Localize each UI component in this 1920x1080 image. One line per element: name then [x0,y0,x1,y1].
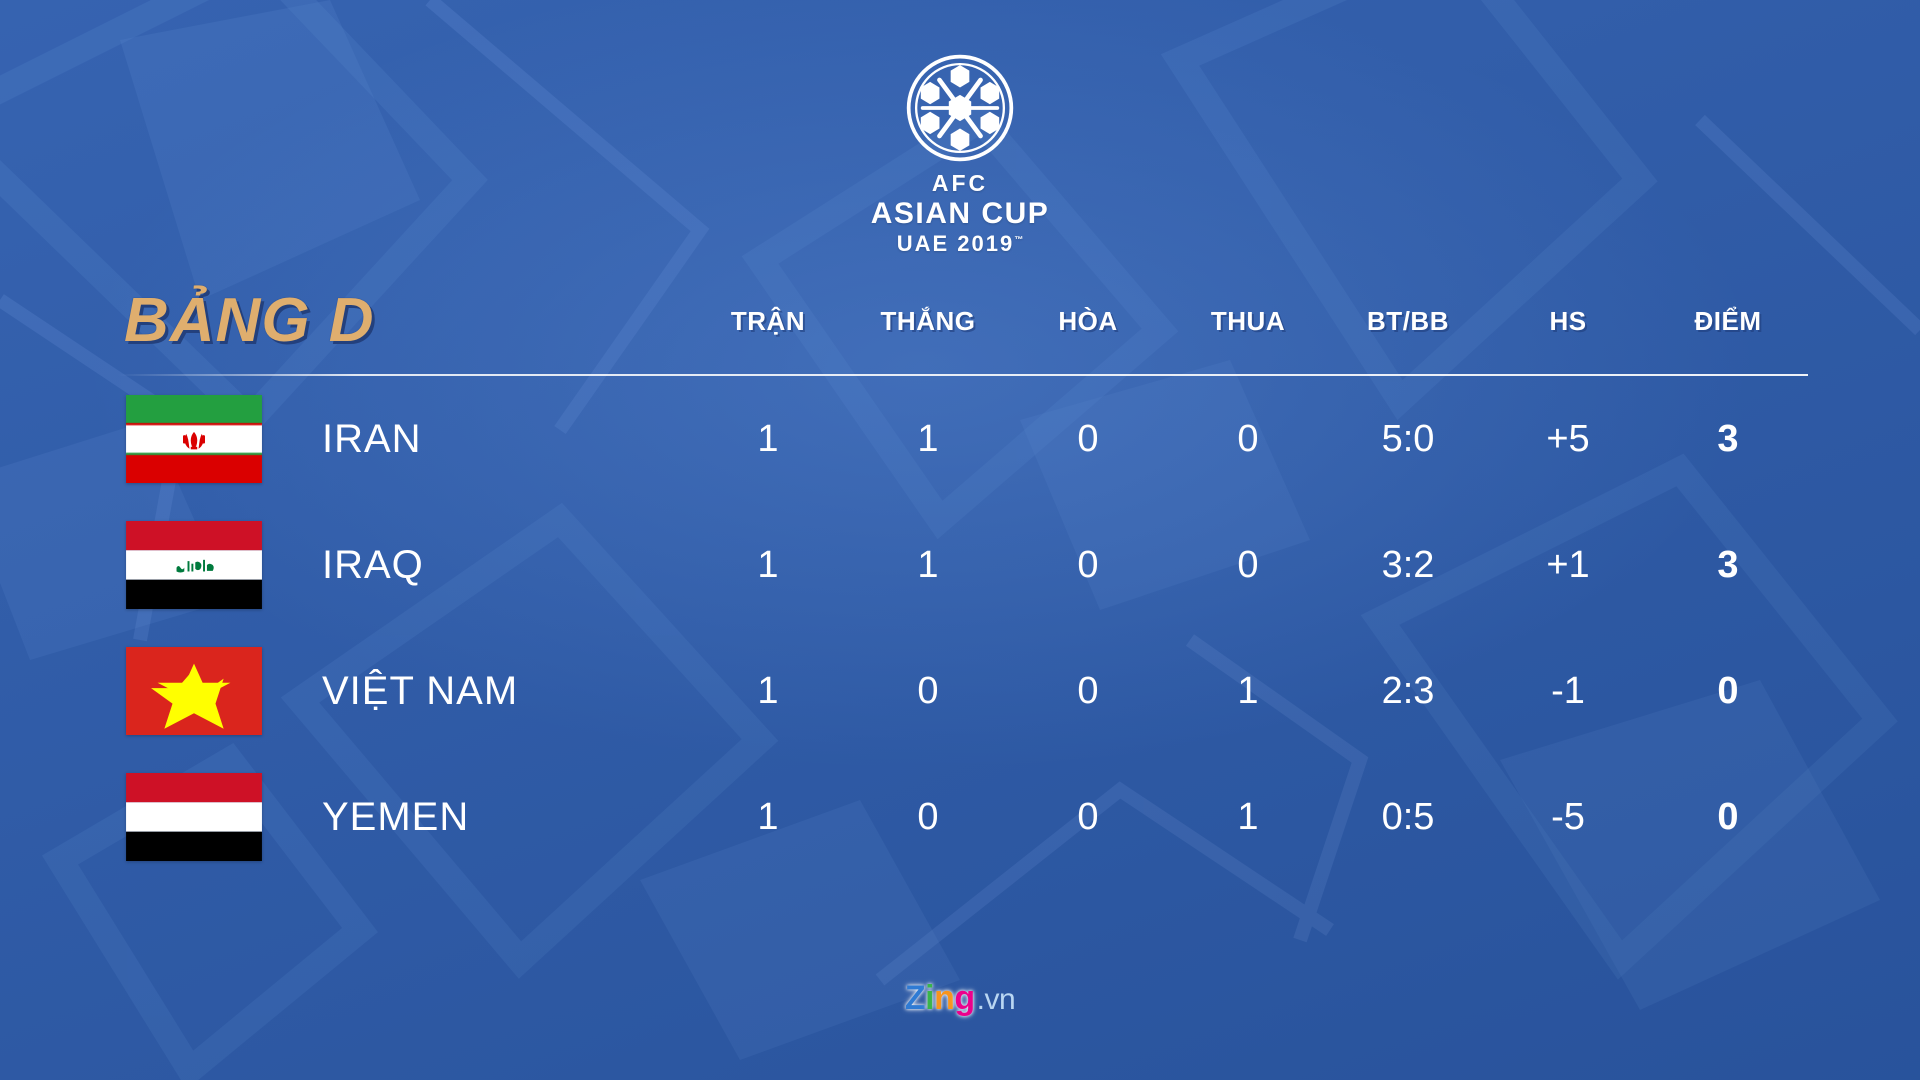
stat-drawn: 0 [1077,543,1099,586]
stat-points: 3 [1717,543,1739,586]
stat-goals: 0:5 [1381,795,1435,838]
afc-soccer-ball-icon [906,54,1014,162]
stat-points: 3 [1717,417,1739,460]
stat-points: 0 [1717,795,1739,838]
team-name: YEMEN [322,794,470,839]
brand-letter-z: Z [904,979,926,1017]
stat-lost: 1 [1237,795,1259,838]
stat-points: 0 [1717,669,1739,712]
vietnam-flag [126,647,262,735]
column-header-goals: BT/BB [1367,305,1449,336]
flag-cell [118,521,318,609]
iraq-flag [126,521,262,609]
brand-letter-i: i [925,979,935,1017]
afc-asian-cup-logo: AFC ASIAN CUP UAE 2019™ [0,52,1920,255]
table-row[interactable]: VIỆT NAM 1 0 0 1 2:3 -1 0 [118,628,1808,754]
column-header-won: THẮNG [880,305,976,336]
logo-uae-text: UAE 2019 [896,231,1015,256]
stat-goals: 3:2 [1381,543,1435,586]
brand-letter-n: n [934,979,955,1017]
stat-won: 0 [917,795,939,838]
stat-lost: 1 [1237,669,1259,712]
yemen-flag [126,773,262,861]
brand-letter-g: g [954,979,975,1017]
header-divider [118,374,1808,376]
page-title: BẢNG D [124,286,375,355]
stat-played: 1 [757,417,779,460]
logo-line-uae-2019: UAE 2019™ [897,233,1024,255]
stat-lost: 0 [1237,543,1259,586]
column-header-goal-diff: HS [1549,305,1587,336]
brand-tld: .vn [976,983,1016,1016]
column-header-played: TRẬN [730,305,806,336]
iran-flag [126,395,262,483]
table-row[interactable]: IRAQ 1 1 0 0 3:2 +1 3 [118,502,1808,628]
stat-played: 1 [757,669,779,712]
stat-goal-diff: -5 [1551,795,1585,838]
flag-cell [118,647,318,735]
stat-won: 0 [917,669,939,712]
stat-drawn: 0 [1077,417,1099,460]
team-name: IRAN [322,416,422,461]
stat-goal-diff: +5 [1546,417,1590,460]
trademark-symbol: ™ [1014,234,1024,245]
stat-lost: 0 [1237,417,1259,460]
stat-drawn: 0 [1077,669,1099,712]
stat-played: 1 [757,795,779,838]
team-name: VIỆT NAM [322,668,519,713]
flag-cell [118,395,318,483]
stat-goals: 2:3 [1381,669,1435,712]
column-header-points: ĐIỂM [1694,305,1762,336]
column-header-drawn: HÒA [1058,305,1118,336]
team-name: IRAQ [322,542,424,587]
group-standings-table: BẢNG D TRẬN THẮNG HÒA THUA BT/BB HS ĐIỂM [118,278,1808,880]
stat-won: 1 [917,417,939,460]
table-header-row: BẢNG D TRẬN THẮNG HÒA THUA BT/BB HS ĐIỂM [118,278,1808,364]
zing-vn-logo[interactable]: Zing .vn [0,979,1920,1018]
stat-drawn: 0 [1077,795,1099,838]
stat-played: 1 [757,543,779,586]
logo-line-asian-cup: ASIAN CUP [870,197,1050,230]
stat-goals: 5:0 [1381,417,1435,460]
stat-goal-diff: -1 [1551,669,1585,712]
stat-goal-diff: +1 [1546,543,1590,586]
table-row[interactable]: YEMEN 1 0 0 1 0:5 -5 0 [118,754,1808,880]
logo-line-afc: AFC [931,170,989,196]
stat-won: 1 [917,543,939,586]
flag-cell [118,773,318,861]
table-row[interactable]: IRAN 1 1 0 0 5:0 +5 3 [118,376,1808,502]
column-header-lost: THUA [1210,305,1286,336]
